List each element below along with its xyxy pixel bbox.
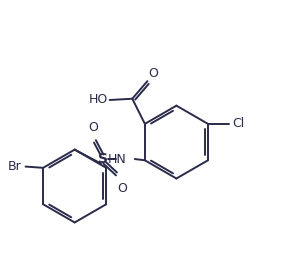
Text: Cl: Cl [232, 117, 244, 130]
Text: O: O [88, 121, 98, 134]
Text: O: O [149, 67, 158, 80]
Text: S: S [98, 152, 108, 166]
Text: O: O [117, 182, 127, 195]
Text: HN: HN [107, 153, 126, 166]
Text: Br: Br [8, 160, 22, 173]
Text: HO: HO [89, 93, 108, 106]
